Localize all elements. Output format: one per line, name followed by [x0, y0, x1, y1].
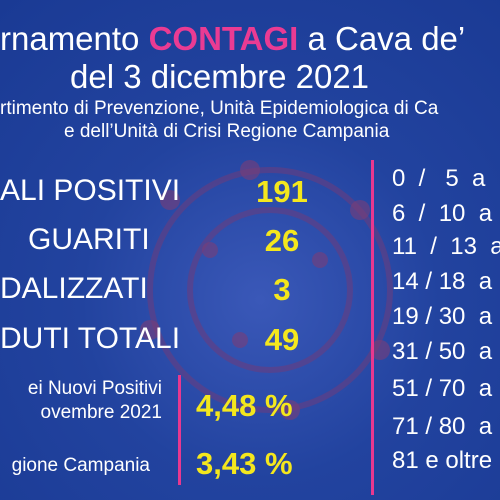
- percent-value: 4,48 %: [196, 388, 293, 423]
- age-group: 0 / 5 a: [392, 165, 486, 192]
- stat-value: 191: [256, 174, 308, 209]
- title: rnamento CONTAGI a Cava de’: [0, 20, 466, 57]
- age-group: 51 / 70 a: [392, 375, 493, 402]
- divider: [371, 160, 374, 495]
- stat-label: ALI POSITIVI: [0, 174, 181, 207]
- stat-label: GUARITI: [28, 223, 150, 256]
- percent-label: ei Nuovi Positivi: [27, 378, 162, 399]
- subtitle: del 3 dicembre 2021: [70, 58, 370, 95]
- age-group: 6 / 10 a: [392, 200, 493, 227]
- age-group: 71 / 80 a: [392, 413, 493, 440]
- stat-label: DUTI TOTALI: [0, 322, 181, 355]
- stat-value: 26: [264, 223, 300, 258]
- stat-label: DALIZZATI: [0, 272, 148, 305]
- stat-value: 49: [264, 322, 300, 357]
- age-group: 19 / 30 a: [392, 303, 493, 330]
- divider: [178, 375, 181, 485]
- percent-label: gione Campania: [11, 455, 150, 476]
- age-group: 31 / 50 a: [392, 338, 493, 365]
- source-line: rtimento di Prevenzione, Unità Epidemiol…: [0, 98, 439, 119]
- age-group: 81 e oltre: [392, 447, 493, 474]
- age-group: 14 / 18 a: [392, 268, 493, 295]
- stat-value: 3: [273, 272, 291, 307]
- percent-value: 3,43 %: [196, 446, 293, 481]
- age-group: 11 / 13 a: [392, 233, 500, 260]
- source-line: e dell’Unità di Crisi Regione Campania: [64, 121, 390, 142]
- percent-label: ovembre 2021: [40, 402, 162, 423]
